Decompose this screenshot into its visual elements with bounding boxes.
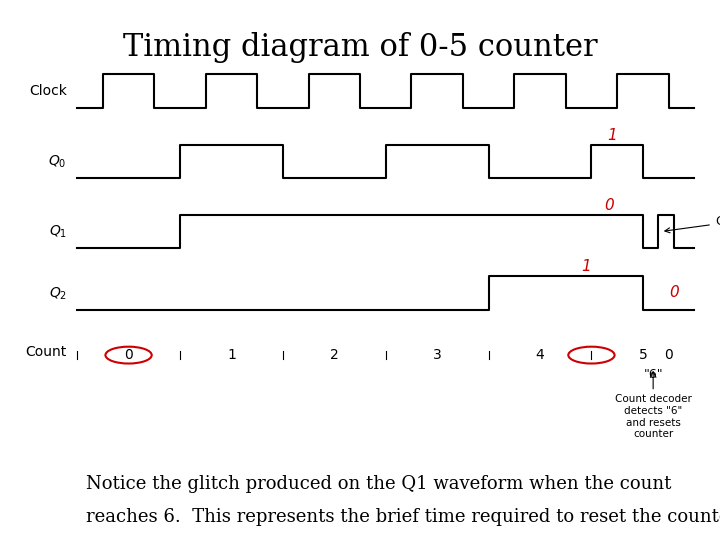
- Text: 1: 1: [227, 348, 236, 362]
- Text: $Q_2$: $Q_2$: [49, 285, 67, 301]
- Text: Count: Count: [26, 345, 67, 359]
- Text: $Q_1$: $Q_1$: [49, 224, 67, 240]
- Text: Count decoder
detects "6"
and resets
counter: Count decoder detects "6" and resets cou…: [615, 394, 692, 439]
- Text: Timing diagram of 0-5 counter: Timing diagram of 0-5 counter: [122, 32, 598, 63]
- Text: 0: 0: [124, 348, 133, 362]
- Text: 5: 5: [639, 348, 647, 362]
- Text: Notice the glitch produced on the Q1 waveform when the count: Notice the glitch produced on the Q1 wav…: [86, 475, 672, 493]
- Text: $Q_0$: $Q_0$: [48, 153, 67, 170]
- Text: Clock: Clock: [29, 84, 67, 98]
- Text: 1: 1: [582, 259, 591, 274]
- Text: 0: 0: [669, 285, 678, 300]
- Text: reaches 6.  This represents the brief time required to reset the counter: reaches 6. This represents the brief tim…: [86, 508, 720, 525]
- Text: 4: 4: [536, 348, 544, 362]
- Text: Glitch: Glitch: [665, 215, 720, 233]
- Text: 2: 2: [330, 348, 338, 362]
- Text: 0: 0: [664, 348, 673, 362]
- Text: 3: 3: [433, 348, 441, 362]
- Text: 0: 0: [605, 198, 614, 213]
- Text: "6": "6": [644, 368, 663, 381]
- Text: 1: 1: [607, 128, 617, 143]
